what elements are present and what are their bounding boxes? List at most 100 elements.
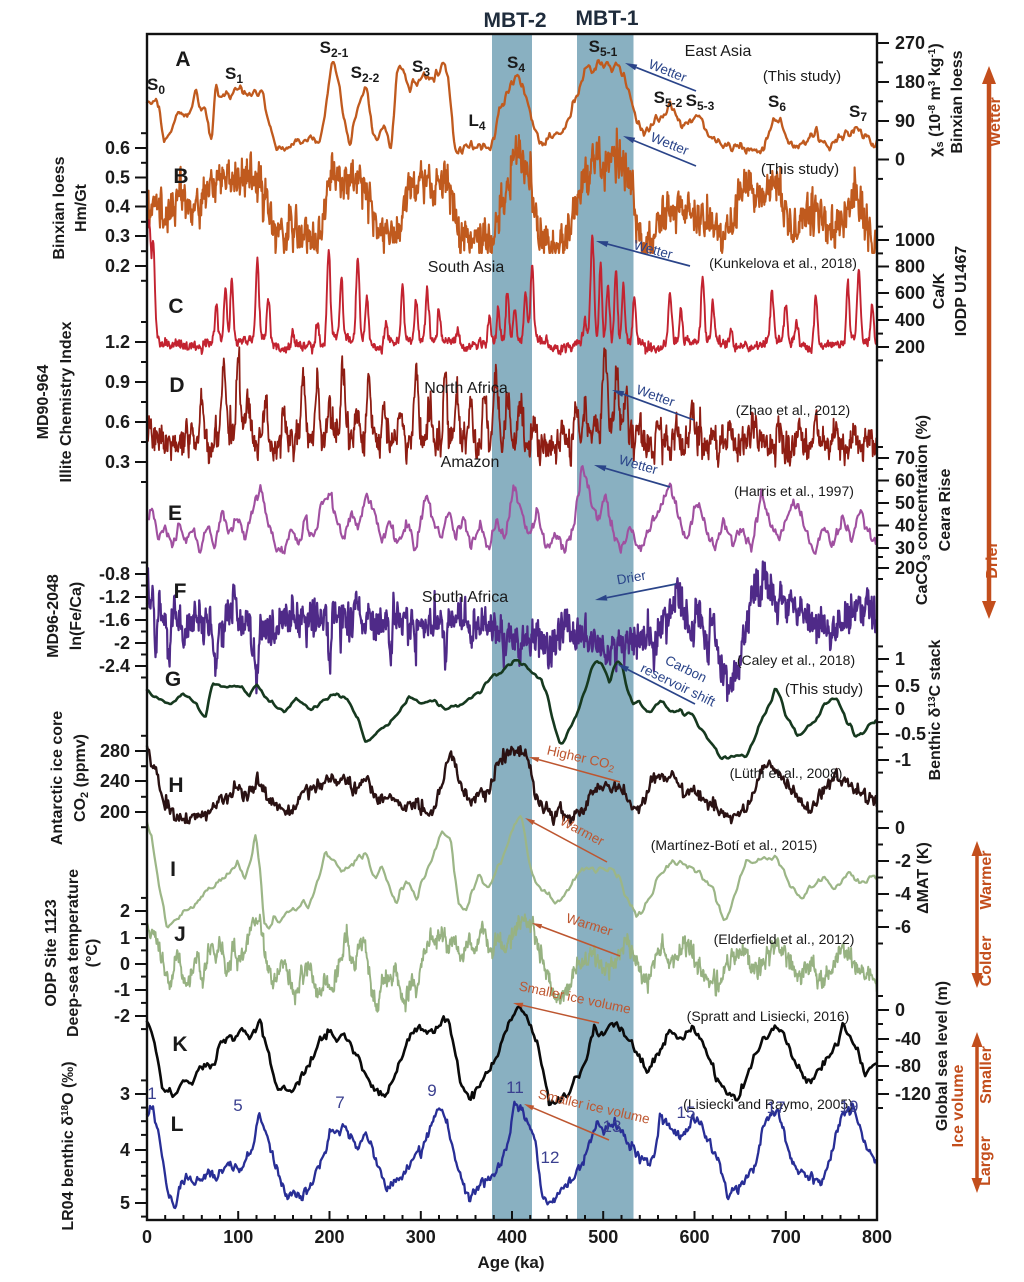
svg-text:0.3: 0.3 (105, 452, 130, 472)
svg-text:3: 3 (120, 1084, 130, 1104)
svg-text:LR04 benthic δ18O (‰): LR04 benthic δ18O (‰) (60, 1061, 77, 1230)
svg-text:Hm/Gt: Hm/Gt (73, 183, 90, 232)
svg-text:East Asia: East Asia (685, 43, 752, 60)
svg-text:(This study): (This study) (785, 681, 863, 698)
svg-text:Larger: Larger (977, 1136, 994, 1186)
svg-text:-1.2: -1.2 (99, 587, 130, 607)
svg-text:ΔMAT (K): ΔMAT (K) (915, 842, 932, 914)
svg-text:(Harris et al., 1997): (Harris et al., 1997) (734, 483, 854, 499)
svg-text:90: 90 (895, 111, 915, 131)
svg-text:χs (10-8 m3 kg-1): χs (10-8 m3 kg-1) (927, 43, 946, 156)
svg-text:-1: -1 (114, 980, 130, 1000)
svg-text:ODP Site 1123: ODP Site 1123 (43, 899, 60, 1006)
svg-text:Wetter: Wetter (987, 97, 1004, 147)
svg-text:1.2: 1.2 (105, 332, 130, 352)
svg-text:CO2 (ppmv): CO2 (ppmv) (72, 734, 91, 822)
svg-text:-120: -120 (895, 1084, 931, 1104)
svg-text:7: 7 (335, 1093, 344, 1112)
svg-text:0: 0 (895, 1000, 905, 1020)
svg-text:11: 11 (506, 1078, 524, 1097)
svg-text:J: J (174, 923, 186, 946)
svg-text:600: 600 (679, 1227, 709, 1247)
svg-text:ln(Fe/Ca): ln(Fe/Ca) (68, 582, 85, 650)
svg-text:0.3: 0.3 (105, 226, 130, 246)
svg-text:MBT-1: MBT-1 (576, 7, 639, 30)
svg-text:(Lisiecki and Raymo, 2005): (Lisiecki and Raymo, 2005) (683, 1096, 853, 1112)
svg-text:(This study): (This study) (763, 68, 841, 85)
svg-text:Drier: Drier (616, 568, 648, 588)
svg-text:800: 800 (862, 1227, 892, 1247)
svg-text:0.6: 0.6 (105, 412, 130, 432)
svg-text:Binxian loess: Binxian loess (949, 50, 966, 153)
svg-text:60: 60 (895, 471, 915, 491)
svg-text:F: F (174, 580, 187, 603)
svg-text:2: 2 (120, 901, 130, 921)
svg-text:4: 4 (120, 1140, 130, 1160)
svg-text:Benthic δ13C stack: Benthic δ13C stack (927, 639, 944, 780)
svg-text:MBT-2: MBT-2 (484, 9, 547, 32)
svg-text:Global sea level (m): Global sea level (m) (934, 981, 951, 1131)
svg-text:-80: -80 (895, 1056, 921, 1076)
svg-text:1: 1 (895, 649, 905, 669)
svg-text:-0.5: -0.5 (895, 724, 926, 744)
svg-text:-0.8: -0.8 (99, 564, 130, 584)
svg-text:C: C (168, 295, 183, 318)
svg-text:300: 300 (406, 1227, 436, 1247)
svg-text:17: 17 (767, 1098, 786, 1117)
svg-text:H: H (168, 774, 183, 797)
svg-text:CaCO3 concentration (%): CaCO3 concentration (%) (914, 415, 933, 605)
svg-text:40: 40 (895, 516, 915, 536)
svg-text:Warmer: Warmer (978, 851, 995, 910)
svg-text:400: 400 (895, 310, 925, 330)
svg-text:0.2: 0.2 (105, 256, 130, 276)
svg-text:(Zhao et al., 2012): (Zhao et al., 2012) (736, 402, 850, 418)
svg-text:South Africa: South Africa (422, 589, 508, 606)
svg-text:0: 0 (895, 699, 905, 719)
svg-text:5: 5 (120, 1193, 130, 1213)
svg-text:-2: -2 (895, 851, 911, 871)
svg-text:Antarctic ice core: Antarctic ice core (49, 711, 66, 845)
svg-text:0.4: 0.4 (105, 197, 130, 217)
svg-text:-6: -6 (895, 917, 911, 937)
svg-text:100: 100 (223, 1227, 253, 1247)
svg-text:-1: -1 (895, 750, 911, 770)
svg-text:Colder: Colder (978, 936, 995, 987)
svg-text:D: D (169, 374, 184, 397)
svg-text:IODP U1467: IODP U1467 (953, 246, 970, 337)
svg-text:0.6: 0.6 (105, 138, 130, 158)
svg-text:270: 270 (895, 33, 925, 53)
svg-text:(Spratt and Lisiecki, 2016): (Spratt and Lisiecki, 2016) (687, 1008, 850, 1024)
svg-text:(This study): (This study) (761, 161, 839, 178)
svg-text:240: 240 (100, 771, 130, 791)
svg-text:12: 12 (541, 1148, 560, 1167)
svg-text:500: 500 (588, 1227, 618, 1247)
svg-text:200: 200 (100, 802, 130, 822)
svg-text:1: 1 (120, 928, 130, 948)
svg-text:MD90-964: MD90-964 (35, 365, 52, 440)
svg-text:19: 19 (840, 1097, 859, 1116)
svg-text:-4: -4 (895, 884, 911, 904)
svg-text:Illite Chemistry Index: Illite Chemistry Index (58, 321, 75, 482)
svg-text:0.5: 0.5 (895, 676, 920, 696)
svg-text:15: 15 (677, 1103, 696, 1122)
svg-text:0: 0 (120, 954, 130, 974)
svg-text:-40: -40 (895, 1029, 921, 1049)
svg-text:B: B (173, 165, 188, 188)
svg-text:Ca/K: Ca/K (931, 272, 948, 309)
svg-text:(Kunkelova et al., 2018): (Kunkelova et al., 2018) (709, 255, 857, 271)
svg-text:(Elderfield et al., 2012): (Elderfield et al., 2012) (714, 931, 855, 947)
svg-text:1: 1 (147, 1084, 156, 1103)
svg-text:North Africa: North Africa (424, 380, 508, 397)
svg-text:280: 280 (100, 741, 130, 761)
svg-text:9: 9 (427, 1081, 436, 1100)
svg-text:1000: 1000 (895, 230, 935, 250)
svg-text:Ceara Rise: Ceara Rise (937, 469, 954, 552)
svg-text:70: 70 (895, 448, 915, 468)
svg-text:L: L (171, 1113, 184, 1136)
svg-text:Deep-sea temperature: Deep-sea temperature (65, 869, 82, 1037)
svg-text:-2: -2 (114, 633, 130, 653)
svg-text:400: 400 (497, 1227, 527, 1247)
svg-text:0: 0 (895, 150, 905, 170)
svg-text:800: 800 (895, 257, 925, 277)
svg-text:700: 700 (771, 1227, 801, 1247)
